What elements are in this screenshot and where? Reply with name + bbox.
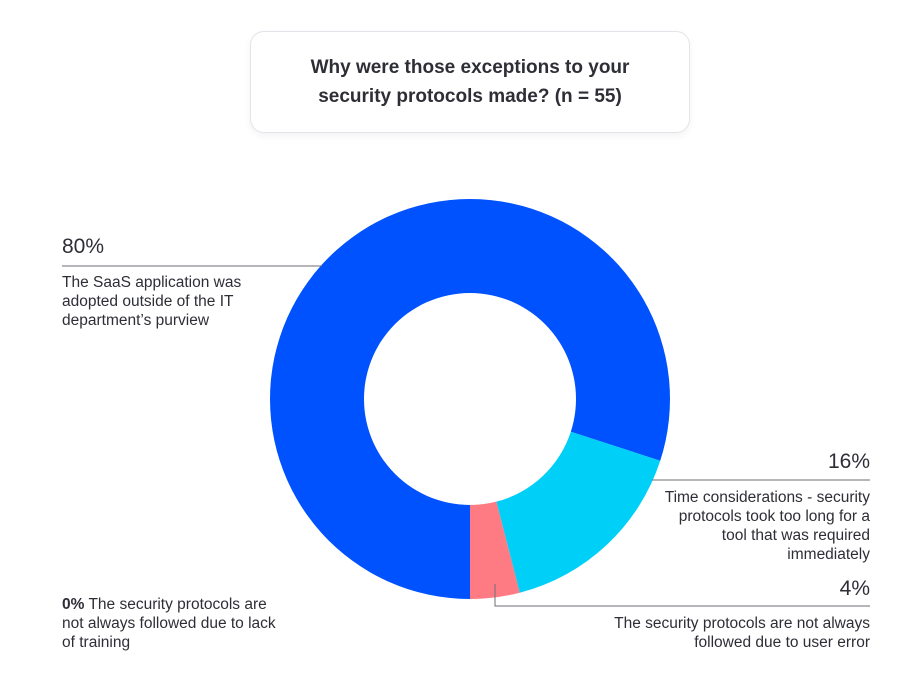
slice-label-0-value: 0% bbox=[62, 596, 85, 613]
donut-slice-16 bbox=[496, 431, 661, 593]
slice-label-4-value: 4% bbox=[839, 577, 870, 600]
slice-label-0: 0% The security protocols are not always… bbox=[62, 595, 292, 652]
slice-label-4-text: The security protocols are not always fo… bbox=[614, 615, 870, 651]
donut-slices bbox=[269, 199, 670, 600]
slice-label-16-value: 16% bbox=[827, 450, 870, 473]
donut-slice-80 bbox=[269, 199, 670, 600]
slice-label-16-text: Time considerations - security protocols… bbox=[664, 489, 870, 563]
slice-label-80-value: 80% bbox=[62, 235, 105, 258]
title-card: Why were those exceptions to your securi… bbox=[250, 31, 690, 133]
leader-lines bbox=[62, 265, 870, 607]
slice-label-80-text: The SaaS application was adopted outside… bbox=[62, 274, 242, 329]
slice-label-0-text: The security protocols are not always fo… bbox=[62, 596, 276, 651]
chart-title: Why were those exceptions to your securi… bbox=[310, 57, 630, 107]
leader-line-4 bbox=[494, 584, 870, 607]
donut-slice-4 bbox=[470, 501, 520, 599]
